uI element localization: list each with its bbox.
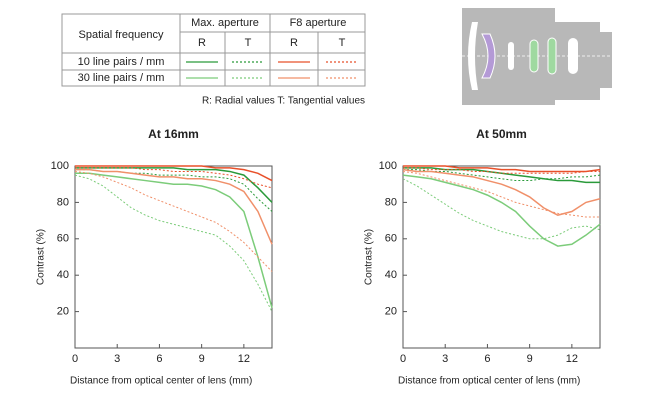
lens-element bbox=[468, 22, 478, 90]
lens-diagram bbox=[462, 8, 612, 105]
x-axis-label: Distance from optical center of lens (mm… bbox=[70, 376, 252, 387]
mtf-line bbox=[74, 174, 273, 312]
y-tick-label: 100 bbox=[51, 160, 69, 172]
x-tick-label: 6 bbox=[484, 353, 490, 365]
mtf-line bbox=[75, 165, 273, 182]
table-group: F8 aperture bbox=[290, 17, 347, 29]
mtf-line bbox=[403, 167, 600, 184]
x-tick-label: 12 bbox=[566, 353, 578, 365]
lens-element bbox=[481, 33, 496, 79]
table-corner: Spatial frequency bbox=[79, 29, 164, 41]
y-axis-label: Contrast (%) bbox=[36, 229, 47, 285]
mtf-line bbox=[74, 170, 273, 272]
y-tick-label: 20 bbox=[385, 306, 397, 318]
table-row: 30 line pairs / mm bbox=[78, 72, 165, 84]
mtf-line bbox=[75, 168, 273, 245]
x-axis-label: Distance from optical center of lens (mm… bbox=[398, 376, 580, 387]
plot-frame bbox=[74, 165, 273, 349]
mtf-line bbox=[403, 165, 601, 173]
table-row: 10 line pairs / mm bbox=[78, 56, 165, 68]
x-tick-label: 3 bbox=[442, 353, 448, 365]
mtf-line bbox=[403, 167, 600, 174]
x-tick-label: 6 bbox=[156, 353, 162, 365]
x-tick-label: 9 bbox=[199, 353, 205, 365]
table-frame bbox=[61, 13, 366, 87]
x-tick-label: 9 bbox=[527, 353, 533, 365]
mtf-line bbox=[402, 178, 601, 240]
y-tick-label: 60 bbox=[57, 233, 69, 245]
lens-element bbox=[508, 42, 514, 70]
y-axis-label: Contrast (%) bbox=[364, 229, 375, 285]
mtf-line bbox=[75, 167, 273, 189]
mtf-line bbox=[402, 170, 600, 218]
mtf-line bbox=[402, 168, 601, 216]
y-tick-label: 60 bbox=[385, 233, 397, 245]
chart-title: At 16mm bbox=[148, 127, 199, 141]
y-tick-label: 40 bbox=[385, 269, 397, 281]
x-tick-label: 3 bbox=[114, 353, 120, 365]
table-group: Max. aperture bbox=[191, 17, 259, 29]
legend-table: Spatial frequency Max. aperture F8 apert… bbox=[61, 13, 366, 87]
x-tick-label: 0 bbox=[72, 353, 78, 365]
table-column: R bbox=[290, 37, 298, 49]
mtf-line bbox=[75, 172, 273, 309]
lens-element bbox=[547, 37, 557, 75]
y-tick-label: 100 bbox=[379, 160, 397, 172]
lens-element bbox=[529, 39, 539, 73]
x-tick-label: 0 bbox=[400, 353, 406, 365]
legend-note: R: Radial values T: Tangential values bbox=[202, 96, 365, 107]
mtf-line bbox=[75, 167, 273, 203]
y-tick-label: 40 bbox=[57, 269, 69, 281]
x-tick-label: 12 bbox=[238, 353, 250, 365]
y-tick-label: 80 bbox=[385, 196, 397, 208]
chart-title: At 50mm bbox=[476, 127, 527, 141]
plot-frame bbox=[402, 165, 601, 349]
table-column: T bbox=[245, 37, 252, 49]
y-tick-label: 80 bbox=[57, 196, 69, 208]
y-tick-label: 20 bbox=[57, 306, 69, 318]
table-column: T bbox=[339, 37, 346, 49]
table-column: R bbox=[198, 37, 206, 49]
mtf-line bbox=[402, 174, 601, 247]
lens-element bbox=[568, 38, 578, 74]
